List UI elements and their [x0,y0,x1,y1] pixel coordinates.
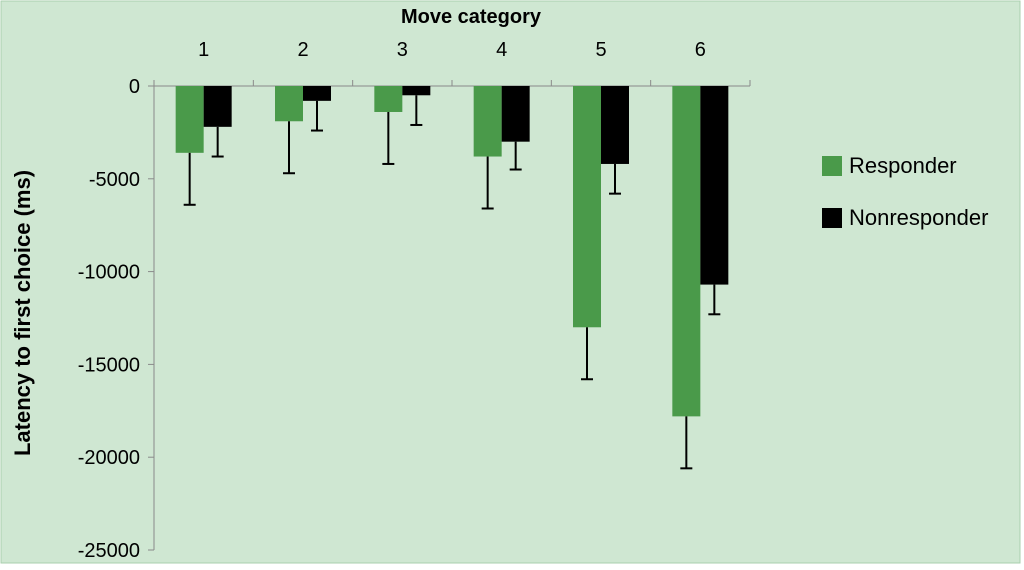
x-tick-label: 3 [397,39,408,61]
bar-responder-3 [374,86,403,112]
x-tick-label: 6 [695,39,706,61]
bar-nonresponder-2 [303,86,331,101]
x-tick-label: 2 [297,39,308,61]
bar-responder-2 [275,86,303,122]
bar-nonresponder-5 [601,86,629,164]
y-tick-label: -25000 [78,540,140,562]
y-axis-title: Latency to first choice (ms) [10,170,35,456]
y-tick-label: 0 [129,76,140,98]
y-tick-label: -5000 [89,169,140,191]
bar-nonresponder-3 [402,86,431,96]
bar-responder-6 [672,86,701,417]
bar-nonresponder-1 [203,86,232,127]
bar-nonresponder-4 [501,86,530,142]
x-axis-title: Move category [401,6,542,28]
legend: Responder Nonresponder [822,153,988,230]
legend-label-nonresponder: Nonresponder [849,205,988,230]
y-tick-label: -10000 [78,262,140,284]
bar-responder-5 [573,86,601,328]
plot-area: 0 -5000 -10000 -15000 -20000 -25000 1 2 3 4 5 6 [78,39,751,562]
legend-label-responder: Responder [849,153,957,178]
x-tick-label: 5 [595,39,606,61]
bar-responder-4 [473,86,502,157]
y-tick-label: -15000 [78,354,140,376]
legend-swatch-nonresponder [822,208,842,228]
bar-nonresponder-6 [700,86,729,285]
legend-swatch-responder [822,156,842,176]
bar-responder-1 [175,86,204,153]
x-tick-label: 4 [496,39,507,61]
x-tick-label: 1 [198,39,209,61]
y-tick-label: -20000 [78,447,140,469]
